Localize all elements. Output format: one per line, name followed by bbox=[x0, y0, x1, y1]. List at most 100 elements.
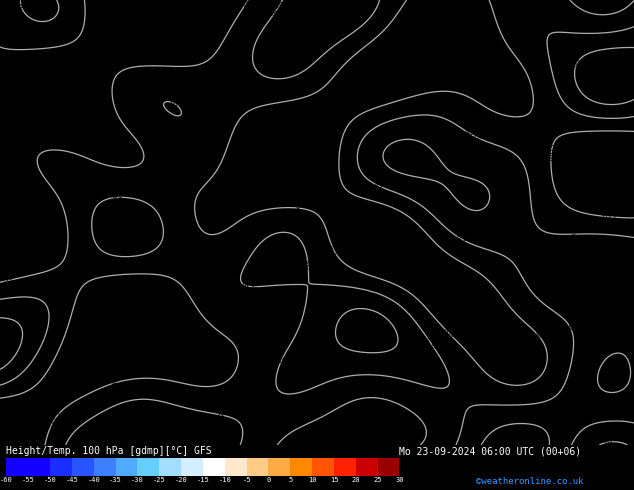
Text: 1661: 1661 bbox=[502, 26, 521, 36]
Text: 1666: 1666 bbox=[283, 218, 303, 238]
Text: 1664: 1664 bbox=[10, 0, 29, 17]
Text: 1667: 1667 bbox=[51, 410, 65, 431]
Bar bbox=[6, 458, 28, 476]
Text: 1664: 1664 bbox=[494, 97, 514, 108]
Text: 1662: 1662 bbox=[139, 208, 150, 227]
Bar bbox=[181, 458, 203, 476]
Bar bbox=[290, 458, 312, 476]
Text: 1665: 1665 bbox=[412, 370, 434, 386]
Text: 1660: 1660 bbox=[276, 356, 297, 369]
Text: 1657: 1657 bbox=[72, 201, 82, 220]
Text: 1662: 1662 bbox=[366, 427, 384, 448]
Text: 1663: 1663 bbox=[603, 240, 615, 260]
Text: 0: 0 bbox=[266, 477, 271, 483]
Bar bbox=[138, 458, 159, 476]
Text: 1664: 1664 bbox=[0, 225, 19, 243]
Text: 1665: 1665 bbox=[318, 240, 339, 258]
Text: -40: -40 bbox=[87, 477, 100, 483]
Bar bbox=[268, 458, 290, 476]
Text: 30: 30 bbox=[395, 477, 404, 483]
Text: 1665: 1665 bbox=[4, 10, 25, 29]
Text: 1665: 1665 bbox=[620, 254, 634, 275]
Text: 1654: 1654 bbox=[508, 243, 528, 263]
Text: 1656: 1656 bbox=[441, 326, 462, 341]
Text: 1666: 1666 bbox=[482, 175, 502, 185]
Text: 1667: 1667 bbox=[34, 0, 51, 11]
Text: 25: 25 bbox=[373, 477, 382, 483]
Text: 1660: 1660 bbox=[557, 322, 578, 342]
Text: 1665: 1665 bbox=[439, 127, 448, 147]
Text: 5: 5 bbox=[288, 477, 292, 483]
Text: 1665: 1665 bbox=[443, 0, 462, 8]
Bar bbox=[312, 458, 334, 476]
Text: 1662: 1662 bbox=[595, 207, 616, 224]
Text: -35: -35 bbox=[109, 477, 122, 483]
Text: 1669: 1669 bbox=[470, 127, 489, 147]
Text: 1667: 1667 bbox=[1, 102, 22, 114]
Text: -60: -60 bbox=[0, 477, 13, 483]
Text: ©weatheronline.co.uk: ©weatheronline.co.uk bbox=[476, 477, 583, 487]
Text: -10: -10 bbox=[218, 477, 231, 483]
Bar bbox=[94, 458, 115, 476]
Text: 1660: 1660 bbox=[591, 396, 610, 417]
Text: 1661: 1661 bbox=[579, 24, 599, 34]
Text: 1662: 1662 bbox=[168, 97, 188, 109]
Text: -25: -25 bbox=[153, 477, 165, 483]
Text: 20: 20 bbox=[351, 477, 360, 483]
Text: -55: -55 bbox=[22, 477, 34, 483]
Text: 1659: 1659 bbox=[581, 158, 603, 176]
Text: 1660: 1660 bbox=[256, 32, 275, 53]
Text: 10: 10 bbox=[308, 477, 316, 483]
Text: 1664: 1664 bbox=[617, 291, 634, 311]
Bar bbox=[72, 458, 94, 476]
Text: 1661: 1661 bbox=[560, 425, 574, 446]
Text: 1667: 1667 bbox=[515, 121, 533, 142]
Text: 1662: 1662 bbox=[600, 280, 612, 300]
Text: 1661: 1661 bbox=[209, 13, 230, 29]
Text: 1652: 1652 bbox=[442, 261, 463, 279]
Text: 1660: 1660 bbox=[611, 0, 632, 14]
Text: 1666: 1666 bbox=[372, 47, 393, 64]
Text: 15: 15 bbox=[330, 477, 338, 483]
Text: 1664: 1664 bbox=[283, 192, 302, 212]
Text: 1658: 1658 bbox=[602, 428, 621, 449]
Text: -5: -5 bbox=[242, 477, 251, 483]
Text: 1670: 1670 bbox=[70, 36, 92, 51]
Text: 1668: 1668 bbox=[461, 123, 479, 145]
Text: 1658: 1658 bbox=[107, 188, 125, 209]
Text: 1671: 1671 bbox=[121, 0, 139, 22]
Text: 1656: 1656 bbox=[243, 381, 262, 402]
Text: 1666: 1666 bbox=[156, 0, 167, 19]
Text: 1659: 1659 bbox=[85, 172, 106, 185]
Text: 1660: 1660 bbox=[595, 179, 616, 196]
Bar bbox=[334, 458, 356, 476]
Text: -30: -30 bbox=[131, 477, 144, 483]
Text: 1664: 1664 bbox=[130, 426, 140, 446]
Bar bbox=[50, 458, 72, 476]
Bar bbox=[378, 458, 399, 476]
Text: 1669: 1669 bbox=[300, 260, 320, 280]
Text: 1658: 1658 bbox=[531, 324, 552, 343]
Text: 1666: 1666 bbox=[385, 413, 403, 434]
Bar bbox=[356, 458, 378, 476]
Text: 1665: 1665 bbox=[72, 77, 90, 98]
Text: 1663: 1663 bbox=[185, 335, 202, 356]
Text: 1669: 1669 bbox=[51, 59, 70, 80]
Text: -50: -50 bbox=[44, 477, 56, 483]
Text: 1661: 1661 bbox=[87, 255, 107, 266]
Text: 1664: 1664 bbox=[563, 57, 585, 75]
Text: 1654: 1654 bbox=[287, 394, 306, 416]
Bar bbox=[203, 458, 224, 476]
Text: 1659: 1659 bbox=[418, 336, 440, 352]
Text: 1668: 1668 bbox=[12, 24, 33, 43]
Text: 1669: 1669 bbox=[0, 49, 11, 70]
Text: 1671: 1671 bbox=[237, 280, 258, 297]
Text: 1666: 1666 bbox=[0, 22, 18, 41]
Text: 1655: 1655 bbox=[245, 404, 259, 425]
Bar bbox=[115, 458, 138, 476]
Text: 1661: 1661 bbox=[167, 152, 188, 165]
Bar bbox=[247, 458, 268, 476]
Bar bbox=[159, 458, 181, 476]
Text: 1667: 1667 bbox=[217, 295, 238, 311]
Text: 1659: 1659 bbox=[340, 418, 355, 440]
